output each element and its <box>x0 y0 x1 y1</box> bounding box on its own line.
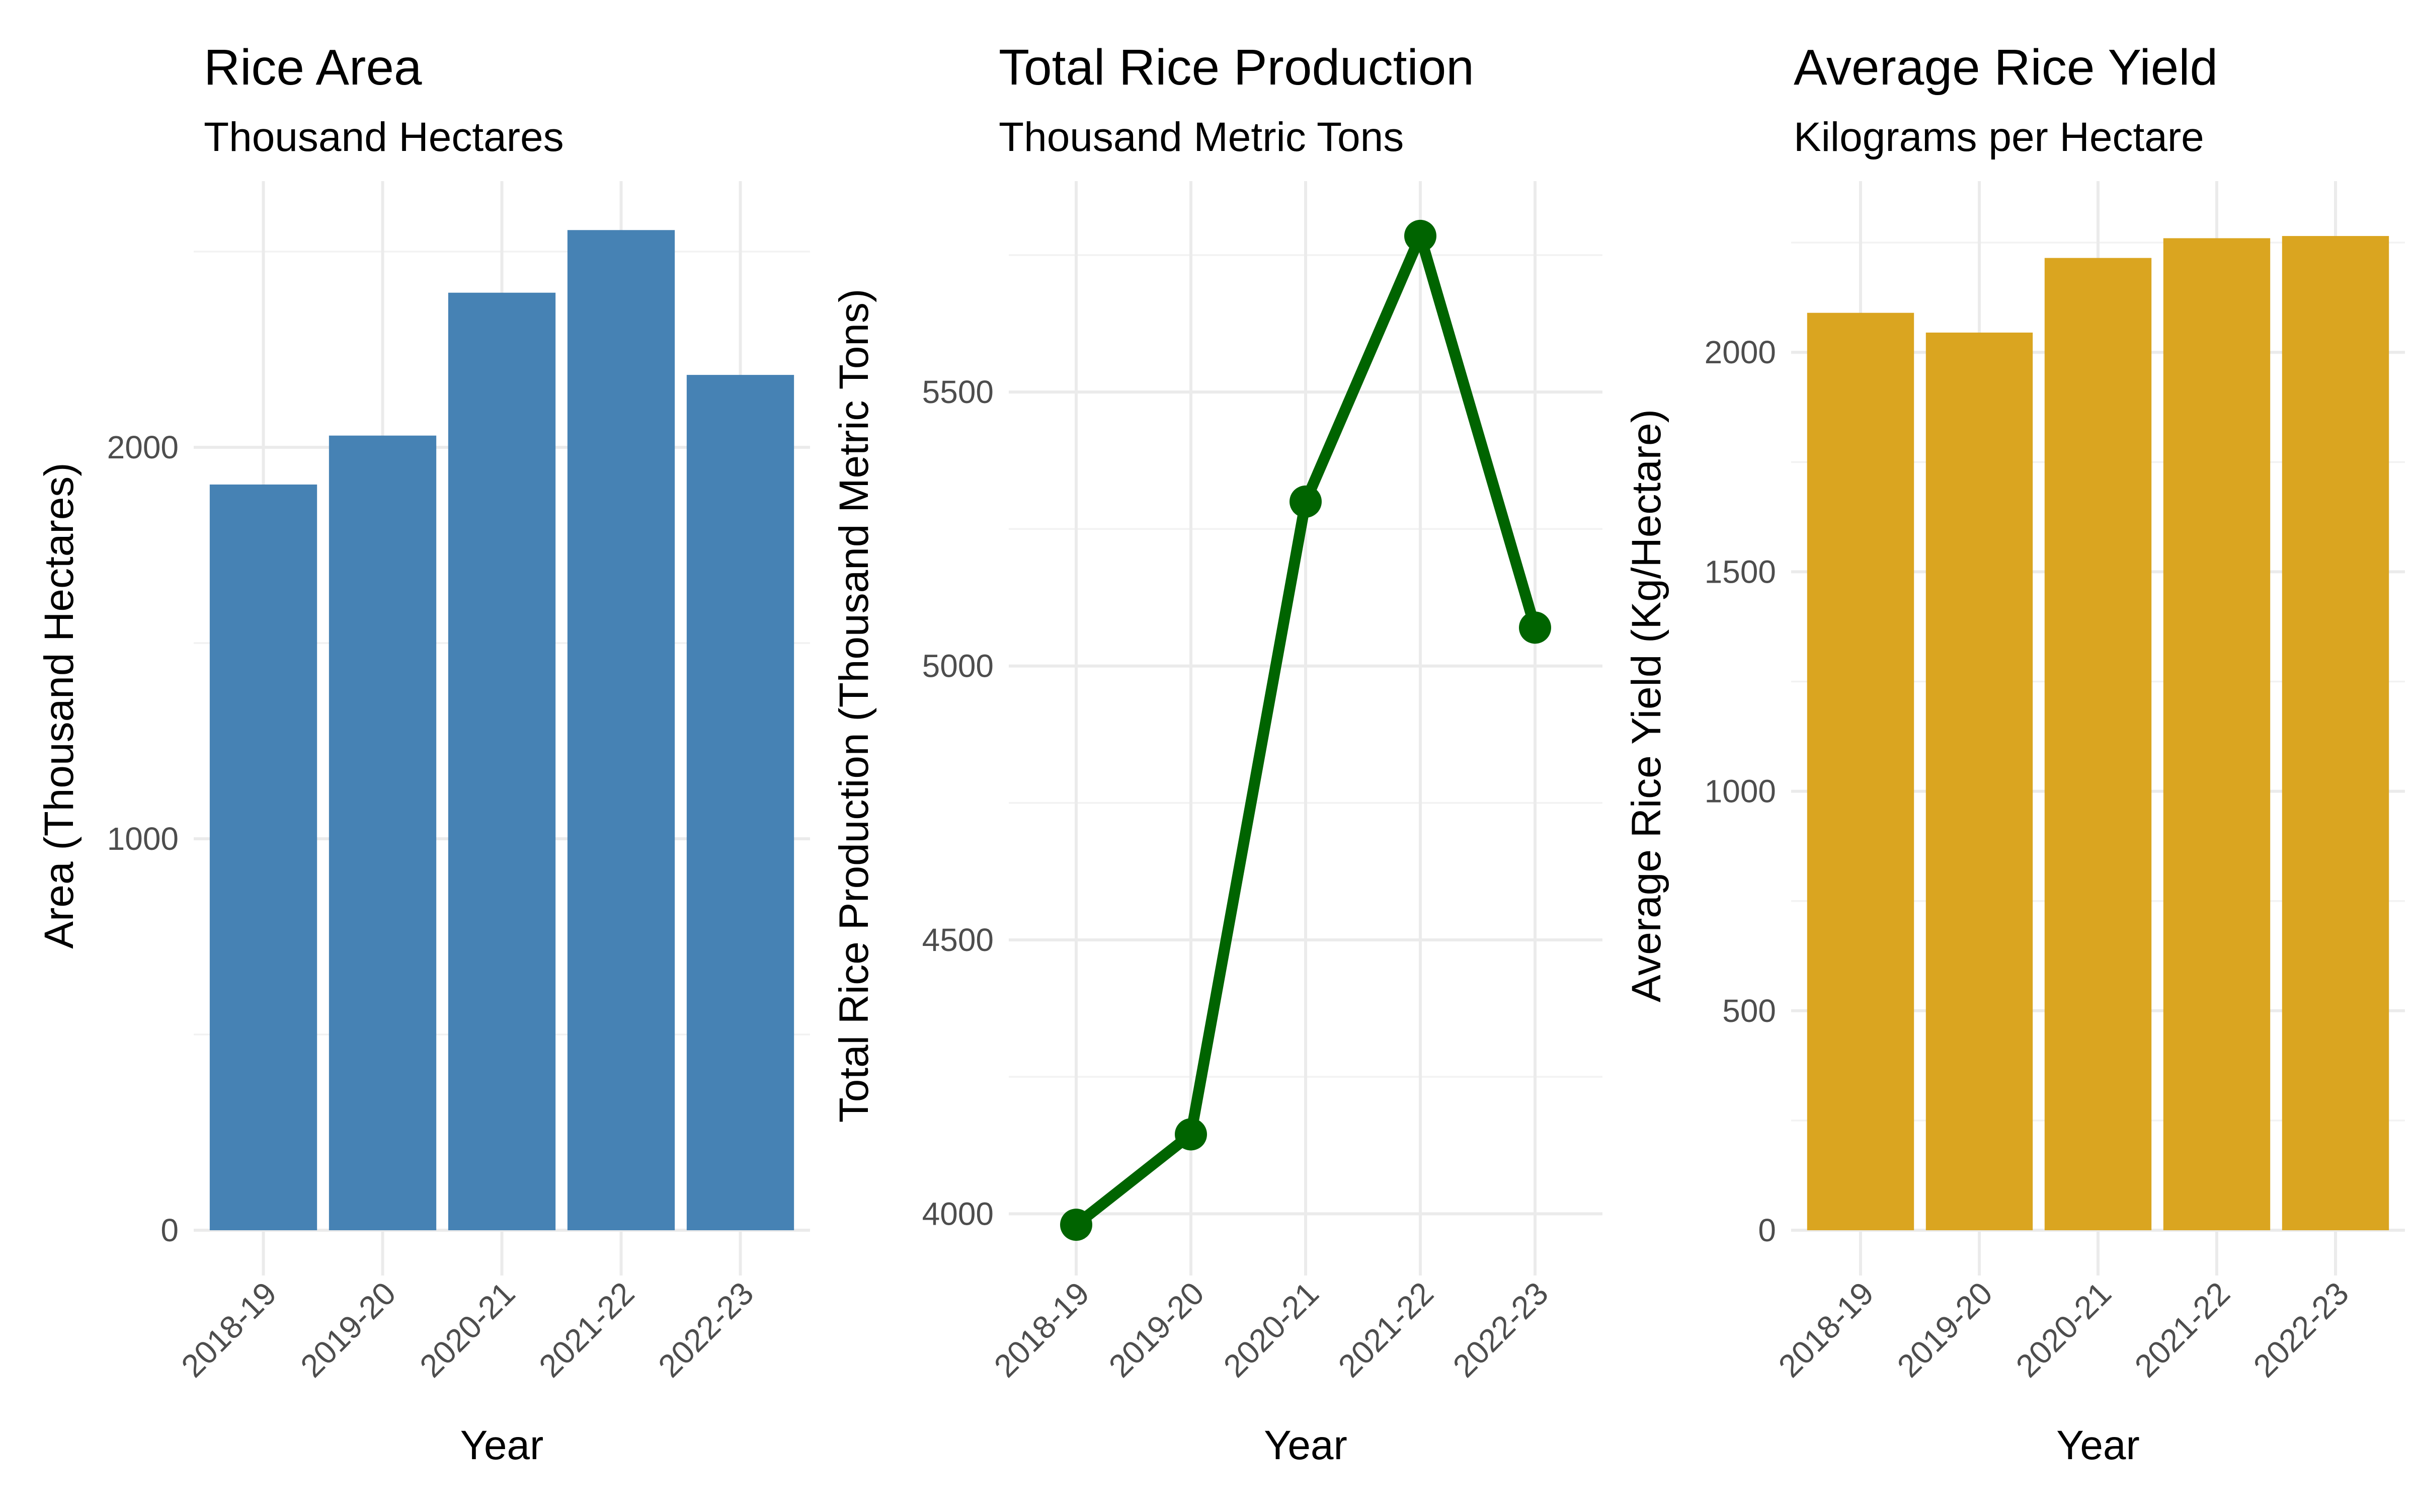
bar-2018-19 <box>1807 312 1914 1230</box>
y-tick-label: 0 <box>160 1212 179 1248</box>
chart-subtitle: Thousand Metric Tons <box>999 114 1404 160</box>
y-tick-label: 4500 <box>922 922 994 958</box>
point-2021-22 <box>1404 219 1436 252</box>
bar-2020-21 <box>2044 258 2152 1230</box>
bar-2022-23 <box>686 375 794 1231</box>
x-axis-title: Year <box>1264 1422 1347 1468</box>
bar-2020-21 <box>448 292 556 1230</box>
chart-panel-1: 0 1000 2000 2018-19 2019-20 2020-21 2021-22 202… <box>36 39 810 1468</box>
y-axis-title: Average Rice Yield (Kg/Hectare) <box>1624 409 1669 1002</box>
y-tick-label: 2000 <box>1705 334 1776 370</box>
y-tick-label: 1000 <box>107 821 179 857</box>
x-tick-label: 2020-21 <box>413 1275 522 1384</box>
x-tick-label: 2018-19 <box>174 1275 283 1384</box>
x-tick-label: 2022-23 <box>651 1275 760 1384</box>
y-tick-label: 2000 <box>107 429 179 465</box>
bar-2021-22 <box>2163 238 2271 1230</box>
point-2019-20 <box>1175 1118 1207 1151</box>
chart-subtitle: Kilograms per Hectare <box>1794 114 2204 160</box>
x-tick-label: 2019-20 <box>1890 1275 1999 1384</box>
x-axis-title: Year <box>2056 1422 2140 1468</box>
y-tick-label: 1500 <box>1705 553 1776 590</box>
bar-2019-20 <box>1925 332 2033 1230</box>
chart-title: Rice Area <box>204 39 422 96</box>
y-axis-title: Total Rice Production (Thousand Metric T… <box>831 289 877 1123</box>
x-tick-label: 2021-22 <box>1331 1275 1440 1384</box>
bar-2018-19 <box>209 484 317 1230</box>
y-tick-label: 5500 <box>922 374 994 410</box>
y-tick-label: 500 <box>1722 993 1776 1029</box>
x-tick-label: 2019-20 <box>1102 1275 1211 1384</box>
chart-subtitle: Thousand Hectares <box>204 114 564 160</box>
y-tick-label: 4000 <box>922 1196 994 1232</box>
x-tick-label: 2022-23 <box>2246 1275 2356 1384</box>
x-tick-label: 2022-23 <box>1446 1275 1555 1384</box>
x-tick-label: 2020-21 <box>1217 1275 1326 1384</box>
y-axis-title: Area (Thousand Hectares) <box>36 462 82 948</box>
bar-2019-20 <box>329 435 437 1230</box>
x-axis-title: Year <box>460 1422 544 1468</box>
x-tick-label: 2020-21 <box>2009 1275 2118 1384</box>
chart-title: Average Rice Yield <box>1794 39 2218 96</box>
bar-2021-22 <box>567 230 675 1230</box>
x-tick-label: 2021-22 <box>2128 1275 2237 1384</box>
x-tick-label: 2021-22 <box>532 1275 641 1384</box>
x-tick-label: 2018-19 <box>1772 1275 1881 1384</box>
y-tick-label: 0 <box>1758 1212 1776 1248</box>
chart-title: Total Rice Production <box>999 39 1474 96</box>
point-2020-21 <box>1290 485 1322 518</box>
y-tick-label: 1000 <box>1705 773 1776 810</box>
x-tick-label: 2018-19 <box>987 1275 1096 1384</box>
bar-2022-23 <box>2282 236 2389 1231</box>
x-tick-label: 2019-20 <box>293 1275 403 1384</box>
y-tick-label: 5000 <box>922 648 994 684</box>
point-2022-23 <box>1519 611 1551 644</box>
point-2018-19 <box>1060 1209 1092 1241</box>
